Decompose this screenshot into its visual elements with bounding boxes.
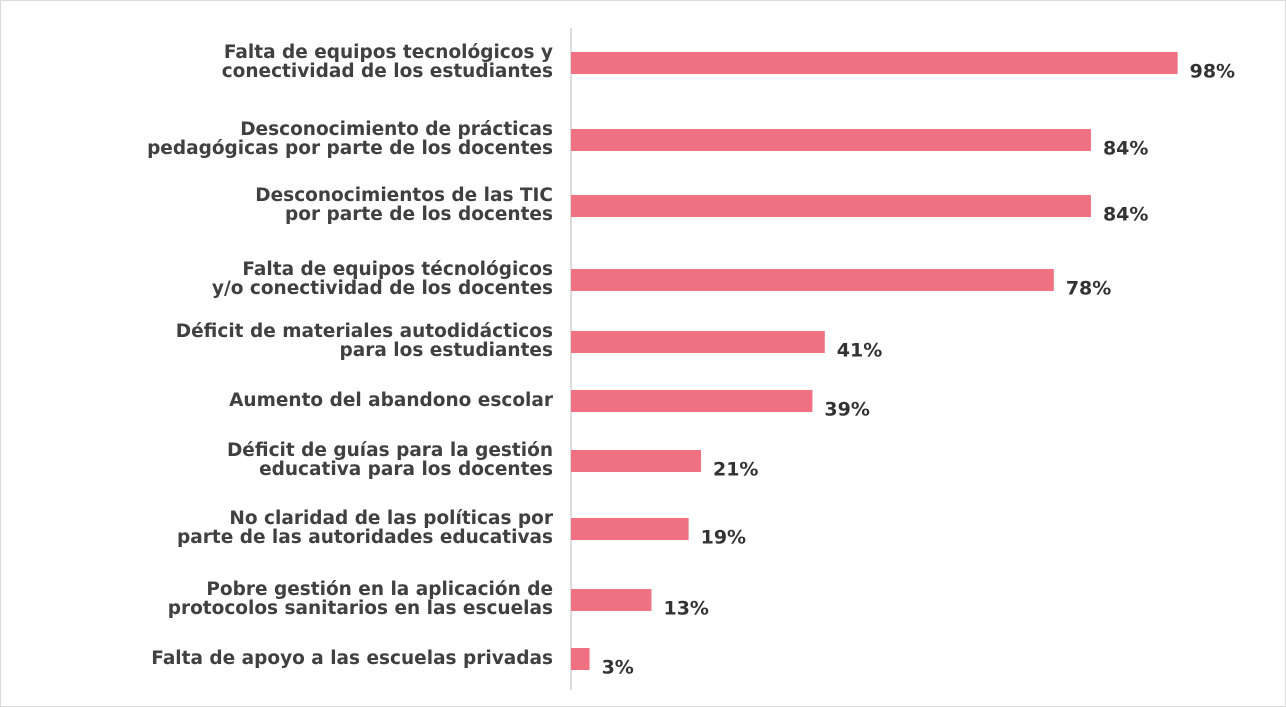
- category-label: parte de las autoridades educativas: [177, 527, 553, 548]
- category-label: Falta de equipos tecnológicos y: [224, 42, 553, 63]
- bar: [571, 195, 1091, 217]
- category-label: Pobre gestión en la aplicación de: [206, 579, 553, 600]
- category-label: Falta de apoyo a las escuelas privadas: [151, 648, 553, 669]
- category-label: Desconocimientos de las TIC: [255, 185, 553, 206]
- bar: [571, 331, 825, 353]
- value-label: 19%: [701, 527, 746, 549]
- bar: [571, 518, 689, 540]
- category-label: educativa para los docentes: [259, 459, 553, 480]
- category-label: Déficit de guías para la gestión: [227, 440, 553, 461]
- value-label: 3%: [602, 657, 634, 679]
- bar: [571, 450, 701, 472]
- value-label: 84%: [1103, 204, 1148, 226]
- value-label: 13%: [663, 598, 708, 620]
- category-label: para los estudiantes: [340, 340, 554, 361]
- value-label: 21%: [713, 459, 758, 481]
- category-label: protocolos sanitarios en las escuelas: [168, 598, 553, 619]
- value-label: 41%: [837, 340, 882, 362]
- category-label: pedagógicas por parte de los docentes: [147, 138, 553, 159]
- category-label: No claridad de las políticas por: [229, 508, 553, 529]
- bar: [571, 648, 590, 670]
- value-label: 78%: [1066, 278, 1111, 300]
- category-label: Aumento del abandono escolar: [229, 390, 554, 411]
- bar: [571, 589, 652, 611]
- category-label: conectividad de los estudiantes: [222, 61, 553, 82]
- bar: [571, 269, 1054, 291]
- value-label: 98%: [1190, 61, 1235, 83]
- bar: [571, 129, 1091, 151]
- bar: [571, 52, 1178, 74]
- value-label: 39%: [824, 399, 869, 421]
- category-label: y/o conectividad de los docentes: [212, 278, 553, 299]
- bar: [571, 390, 813, 412]
- category-label: por parte de los docentes: [285, 204, 553, 225]
- value-label: 84%: [1103, 138, 1148, 160]
- category-label: Déficit de materiales autodidácticos: [176, 321, 553, 342]
- category-label: Desconocimiento de prácticas: [240, 119, 553, 140]
- category-label: Falta de equipos técnológicos: [242, 259, 553, 280]
